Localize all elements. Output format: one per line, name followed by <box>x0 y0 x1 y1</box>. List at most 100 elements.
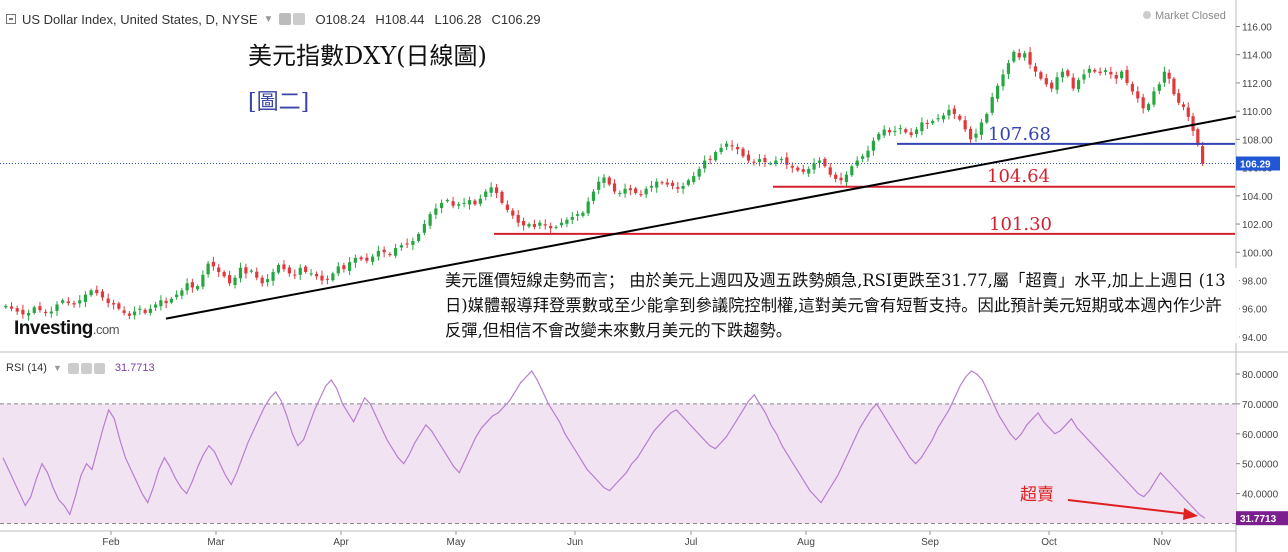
last-price-tag <box>1236 156 1280 171</box>
candle-body <box>649 185 654 188</box>
candle-body <box>388 253 392 256</box>
candle-body <box>309 273 313 275</box>
candle-body <box>1186 107 1190 117</box>
settings-icon[interactable] <box>67 362 79 374</box>
level-label-107: 107.68 <box>988 124 1051 145</box>
candle-body <box>785 157 789 165</box>
candle-body <box>1076 80 1081 90</box>
candle-body <box>276 264 281 273</box>
candle-body <box>83 294 88 302</box>
candle-body <box>660 182 664 184</box>
candle-body <box>714 152 718 161</box>
candle-body <box>238 267 243 279</box>
candle-body <box>100 291 105 298</box>
candle-body <box>154 304 158 308</box>
candle-body <box>411 240 415 245</box>
time-tick-label: Jul <box>685 537 698 548</box>
candle-body <box>211 261 215 267</box>
price-tick-label: 110.00 <box>1242 107 1272 118</box>
candle-body <box>1071 77 1075 89</box>
candle-body <box>697 169 701 177</box>
candle-body <box>790 165 794 168</box>
candle-body <box>591 191 596 201</box>
candle-body <box>532 224 537 227</box>
trend-line <box>165 115 1237 320</box>
candle-body <box>554 226 558 228</box>
candle-body <box>628 188 632 191</box>
candle-body <box>1103 70 1108 72</box>
candle-body <box>516 215 520 223</box>
candle-body <box>336 266 340 274</box>
rsi-tick-label: 60.0000 <box>1242 430 1279 441</box>
price-tick-label: 116.00 <box>1242 22 1272 33</box>
price-tick-label: 104.00 <box>1242 192 1273 203</box>
chevron-down-icon[interactable]: ▼ <box>263 13 274 25</box>
candle-body <box>1093 69 1097 72</box>
candle-body <box>828 167 832 175</box>
candle-body <box>320 275 324 281</box>
candle-body <box>44 311 48 313</box>
candle-body <box>796 167 800 171</box>
candle-body <box>817 160 822 163</box>
candle-body <box>1177 93 1181 103</box>
candle-body <box>32 307 36 313</box>
candle-body <box>855 160 859 166</box>
collapse-icon[interactable] <box>6 14 16 24</box>
candle-body <box>428 214 432 226</box>
candle-body <box>527 224 531 227</box>
candle-body <box>963 120 967 130</box>
time-tick-label: Aug <box>797 537 815 548</box>
candle-body <box>746 154 751 161</box>
candle-body <box>559 222 564 226</box>
candle-body <box>445 200 449 202</box>
candle-body <box>122 310 126 313</box>
candle-body <box>522 220 526 226</box>
candle-body <box>1191 116 1195 131</box>
candle-body <box>570 216 574 220</box>
candle-body <box>89 290 93 296</box>
candle-body <box>1196 129 1200 146</box>
candle-body <box>952 108 956 114</box>
candle-body <box>227 275 232 284</box>
candle-body <box>222 272 226 277</box>
rsi-tick-label: 70.0000 <box>1242 400 1279 411</box>
candle-body <box>293 274 297 276</box>
candle-body <box>1017 52 1021 58</box>
candle-body <box>839 177 843 181</box>
rsi-header: RSI (14) ▼ 31.7713 <box>6 362 155 374</box>
candle-body <box>440 202 444 208</box>
candle-body <box>676 187 680 189</box>
candle-body <box>249 270 253 272</box>
chevron-down-icon[interactable]: ▼ <box>52 363 62 373</box>
symbol-header: US Dollar Index, United States, D, NYSE … <box>0 10 551 28</box>
candle-body <box>376 250 380 257</box>
visibility-icon[interactable] <box>293 13 306 25</box>
candle-body <box>298 267 302 275</box>
candle-body <box>266 279 270 283</box>
candle-body <box>801 169 805 172</box>
time-tick-label: Apr <box>333 537 349 548</box>
candle-body <box>752 161 756 163</box>
candle-body <box>1012 51 1016 62</box>
close-icon[interactable] <box>93 362 105 374</box>
candle-body <box>730 145 734 147</box>
market-status-label: Market Closed <box>1155 10 1226 22</box>
settings-icon[interactable] <box>279 13 292 25</box>
candle-body <box>990 97 994 113</box>
candle-body <box>1033 66 1038 72</box>
rsi-band <box>0 403 1236 524</box>
candle-body <box>1125 69 1129 83</box>
candle-body <box>861 156 865 159</box>
candle-body <box>348 262 352 271</box>
visibility-icon[interactable] <box>80 362 92 374</box>
rsi-series-line <box>2 370 1206 519</box>
candle-body <box>768 163 773 165</box>
candle-body <box>779 159 783 161</box>
candle-body <box>882 129 886 136</box>
candle-body <box>607 177 611 185</box>
candle-body <box>586 201 590 214</box>
candle-body <box>844 174 849 182</box>
candle-body <box>936 118 940 120</box>
